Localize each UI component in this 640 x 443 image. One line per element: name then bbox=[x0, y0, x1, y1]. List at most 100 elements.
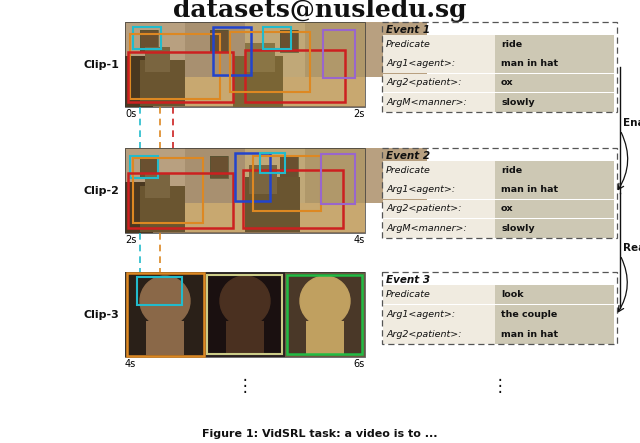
Text: Predicate: Predicate bbox=[386, 290, 431, 299]
Bar bbox=[210, 30, 228, 52]
Bar bbox=[495, 35, 614, 54]
Text: ox: ox bbox=[501, 205, 514, 214]
Bar bbox=[323, 30, 355, 78]
Bar bbox=[253, 156, 321, 211]
Bar bbox=[140, 30, 158, 52]
Bar bbox=[226, 321, 264, 355]
Bar bbox=[125, 22, 365, 107]
Bar bbox=[245, 177, 300, 232]
Text: 2s: 2s bbox=[125, 235, 136, 245]
Bar bbox=[207, 275, 282, 354]
Bar bbox=[145, 173, 170, 198]
Bar bbox=[495, 199, 614, 218]
Bar bbox=[210, 30, 228, 52]
Text: Predicate: Predicate bbox=[386, 40, 431, 49]
Text: ArgM<manner>:: ArgM<manner>: bbox=[386, 98, 467, 107]
Bar bbox=[383, 35, 495, 54]
Bar bbox=[365, 22, 427, 77]
Bar bbox=[321, 154, 355, 204]
Text: ArgM<manner>:: ArgM<manner>: bbox=[386, 224, 467, 233]
Bar bbox=[210, 156, 228, 178]
Bar bbox=[383, 74, 495, 93]
Bar bbox=[260, 153, 285, 173]
Bar bbox=[125, 148, 365, 233]
Bar bbox=[137, 277, 182, 305]
Bar bbox=[185, 22, 247, 77]
Text: 4s: 4s bbox=[125, 359, 136, 369]
Bar bbox=[125, 148, 365, 233]
Text: ox: ox bbox=[501, 78, 514, 87]
Bar bbox=[495, 324, 614, 344]
Text: ride: ride bbox=[501, 40, 522, 49]
Text: Arg2<patient>:: Arg2<patient>: bbox=[386, 330, 461, 338]
Bar bbox=[382, 148, 617, 238]
Bar bbox=[495, 54, 614, 73]
Text: ride: ride bbox=[501, 166, 522, 175]
Bar bbox=[207, 274, 283, 355]
Bar bbox=[245, 43, 275, 72]
Bar bbox=[127, 273, 204, 356]
Bar bbox=[495, 305, 614, 324]
Bar bbox=[128, 52, 233, 102]
Text: Arg2<patient>:: Arg2<patient>: bbox=[386, 205, 461, 214]
Bar bbox=[280, 156, 298, 178]
Bar bbox=[382, 272, 617, 344]
Bar bbox=[230, 32, 310, 92]
Bar bbox=[140, 30, 158, 52]
Bar bbox=[383, 285, 495, 304]
Bar bbox=[125, 272, 205, 357]
Text: Clip-1: Clip-1 bbox=[83, 59, 119, 70]
Bar bbox=[495, 285, 614, 304]
Text: man in hat: man in hat bbox=[501, 59, 558, 68]
Bar bbox=[140, 186, 185, 232]
Bar bbox=[495, 93, 614, 112]
Bar bbox=[125, 56, 153, 107]
Text: slowly: slowly bbox=[501, 224, 534, 233]
Text: Enable: Enable bbox=[623, 118, 640, 128]
Text: 6s: 6s bbox=[354, 359, 365, 369]
Text: Arg2<patient>:: Arg2<patient>: bbox=[386, 78, 461, 87]
Bar bbox=[127, 274, 203, 355]
Text: the couple: the couple bbox=[501, 310, 557, 319]
Bar bbox=[383, 54, 495, 73]
Text: Predicate: Predicate bbox=[386, 166, 431, 175]
Bar bbox=[495, 219, 614, 238]
Bar bbox=[495, 74, 614, 93]
Bar bbox=[125, 22, 187, 77]
Bar bbox=[125, 22, 365, 107]
Text: Figure 1: VidSRL task: a video is to ...: Figure 1: VidSRL task: a video is to ... bbox=[202, 429, 438, 439]
Bar bbox=[233, 56, 283, 107]
Bar bbox=[125, 194, 365, 232]
Bar bbox=[140, 60, 185, 106]
Text: man in hat: man in hat bbox=[501, 185, 558, 194]
Bar bbox=[383, 93, 495, 112]
Text: slowly: slowly bbox=[501, 98, 534, 107]
Bar bbox=[245, 22, 307, 77]
Bar bbox=[125, 148, 187, 203]
Text: Clip-2: Clip-2 bbox=[83, 186, 119, 195]
Text: Clip-3: Clip-3 bbox=[83, 310, 119, 319]
Text: 4s: 4s bbox=[354, 235, 365, 245]
Bar bbox=[130, 34, 220, 99]
Bar bbox=[125, 68, 365, 106]
Bar bbox=[365, 148, 427, 203]
Bar bbox=[280, 156, 298, 178]
Bar bbox=[133, 27, 161, 49]
Text: ⋮: ⋮ bbox=[237, 377, 253, 395]
Bar bbox=[133, 158, 203, 223]
Bar bbox=[287, 275, 362, 354]
Bar bbox=[140, 156, 158, 178]
Bar bbox=[235, 153, 270, 201]
Bar bbox=[145, 47, 170, 72]
Text: Reaction: Reaction bbox=[623, 243, 640, 253]
Circle shape bbox=[140, 276, 190, 326]
Bar bbox=[263, 27, 291, 49]
Bar bbox=[146, 321, 184, 355]
Bar bbox=[383, 199, 495, 218]
Bar bbox=[383, 219, 495, 238]
Text: 0s: 0s bbox=[125, 109, 136, 119]
Text: Event 1: Event 1 bbox=[386, 25, 430, 35]
Text: Event 2: Event 2 bbox=[386, 151, 430, 161]
Bar bbox=[285, 272, 365, 357]
Bar bbox=[305, 22, 367, 77]
